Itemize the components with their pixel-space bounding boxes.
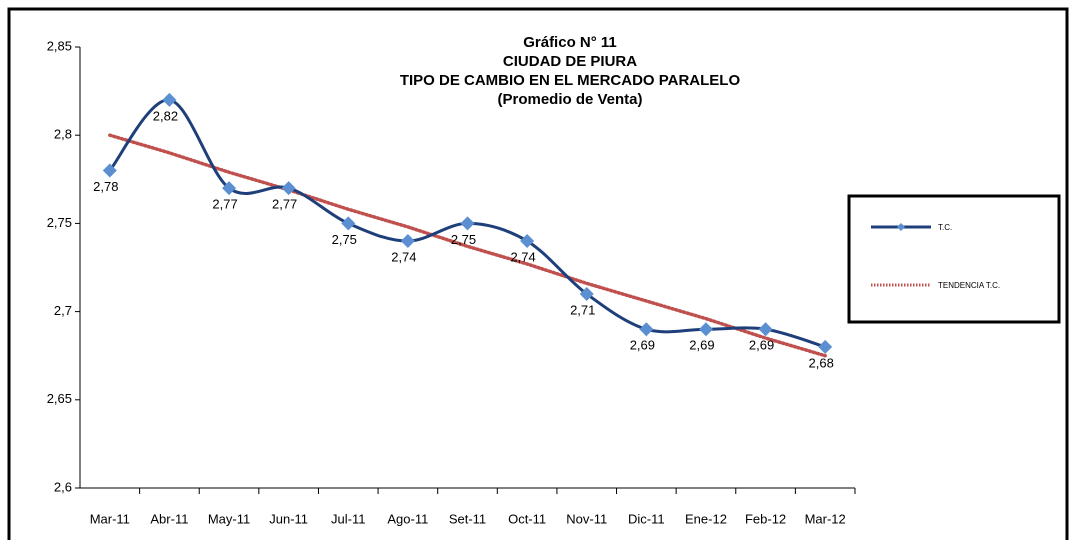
data-label: 2,74	[510, 249, 535, 264]
marker	[341, 216, 356, 231]
y-tick-label: 2,6	[54, 479, 72, 494]
x-tick-label: Jun-11	[269, 511, 308, 526]
data-label: 2,77	[212, 197, 237, 212]
data-label: 2,75	[332, 232, 357, 247]
marker	[162, 92, 177, 107]
x-tick-label: May-11	[208, 511, 250, 526]
chart-subtitle: TIPO DE CAMBIO EN EL MERCADO PARALELO	[400, 72, 741, 89]
x-tick-label: Feb-12	[745, 511, 786, 526]
x-tick-label: Ene-12	[685, 511, 727, 526]
data-label: 2,78	[93, 179, 118, 194]
legend-marker	[897, 223, 905, 231]
y-tick-label: 2,65	[47, 391, 72, 406]
data-label: 2,68	[809, 355, 834, 370]
x-tick-label: Jul-11	[331, 511, 365, 526]
x-tick-label: Mar-11	[90, 511, 130, 526]
data-label: 2,82	[153, 108, 178, 123]
y-tick-label: 2,75	[47, 215, 72, 230]
marker	[281, 181, 296, 196]
x-tick-label: Nov-11	[566, 511, 607, 526]
marker	[818, 339, 833, 354]
chart-subtitle: (Promedio de Venta)	[497, 91, 642, 108]
data-label: 2,75	[451, 232, 476, 247]
y-tick-label: 2,8	[54, 127, 72, 142]
marker	[520, 234, 535, 249]
legend-box	[847, 194, 1061, 324]
x-tick-label: Ago-11	[387, 511, 428, 526]
marker	[579, 286, 594, 301]
x-tick-label: Set-11	[449, 511, 486, 526]
data-label: 2,69	[630, 338, 655, 353]
data-label: 2,74	[391, 249, 416, 264]
x-tick-label: Dic-11	[628, 511, 665, 526]
x-tick-label: Oct-11	[508, 511, 546, 526]
data-label: 2,77	[272, 197, 297, 212]
marker	[102, 163, 117, 178]
y-tick-label: 2,85	[47, 38, 72, 53]
marker	[222, 181, 237, 196]
data-label: 2,71	[570, 302, 595, 317]
data-label: 2,69	[749, 338, 774, 353]
marker	[698, 322, 713, 337]
chart-subtitle: CIUDAD DE PIURA	[503, 53, 637, 70]
chart-frame	[7, 7, 1069, 540]
legend-label: TENDENCIA T.C.	[938, 281, 1000, 290]
marker	[758, 322, 773, 337]
marker	[400, 234, 415, 249]
marker	[460, 216, 475, 231]
x-tick-label: Mar-12	[805, 511, 846, 526]
x-tick-label: Abr-11	[150, 511, 188, 526]
data-label: 2,69	[689, 338, 714, 353]
legend-label: T.C.	[938, 223, 952, 232]
trend-line	[108, 133, 827, 358]
chart-title: Gráfico N° 11	[523, 34, 617, 51]
marker	[639, 322, 654, 337]
y-tick-label: 2,7	[54, 303, 72, 318]
